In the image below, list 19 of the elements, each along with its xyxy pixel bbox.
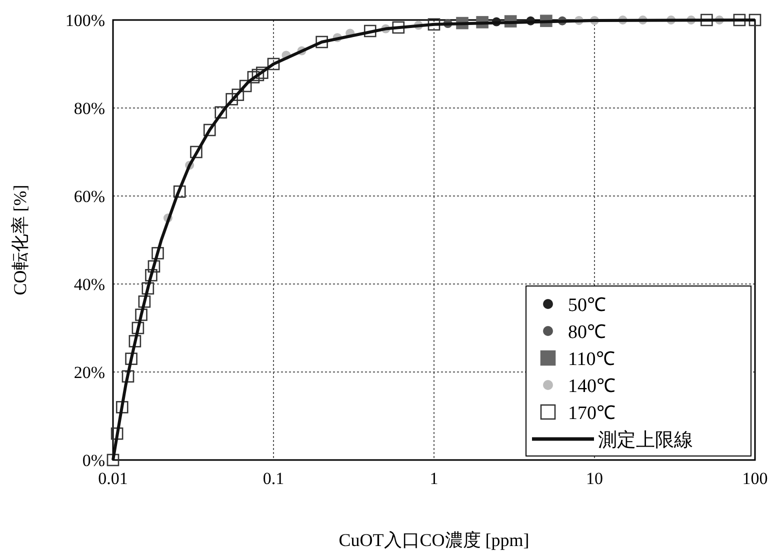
x-tick-label: 0.01 [98, 469, 128, 488]
y-tick-label: 0% [82, 451, 105, 470]
y-axis-title: CO転化率 [%] [10, 184, 30, 296]
legend-label: 80℃ [568, 322, 606, 343]
legend-label: 50℃ [568, 295, 606, 316]
y-tick-label: 20% [74, 363, 105, 382]
y-tick-label: 100% [65, 11, 105, 30]
y-tick-label: 80% [74, 99, 105, 118]
x-tick-label: 100 [742, 469, 768, 488]
legend-label: 170℃ [568, 403, 616, 424]
legend-label: 140℃ [568, 376, 616, 397]
x-axis-title: CuOT入口CO濃度 [ppm] [338, 530, 530, 550]
y-tick-label: 40% [74, 275, 105, 294]
legend-label: 110℃ [568, 349, 615, 370]
y-tick-label: 60% [74, 187, 105, 206]
legend-label: 測定上限線 [598, 429, 693, 451]
x-tick-label: 1 [430, 469, 438, 488]
x-tick-label: 0.1 [262, 469, 284, 488]
x-tick-label: 10 [586, 469, 603, 488]
